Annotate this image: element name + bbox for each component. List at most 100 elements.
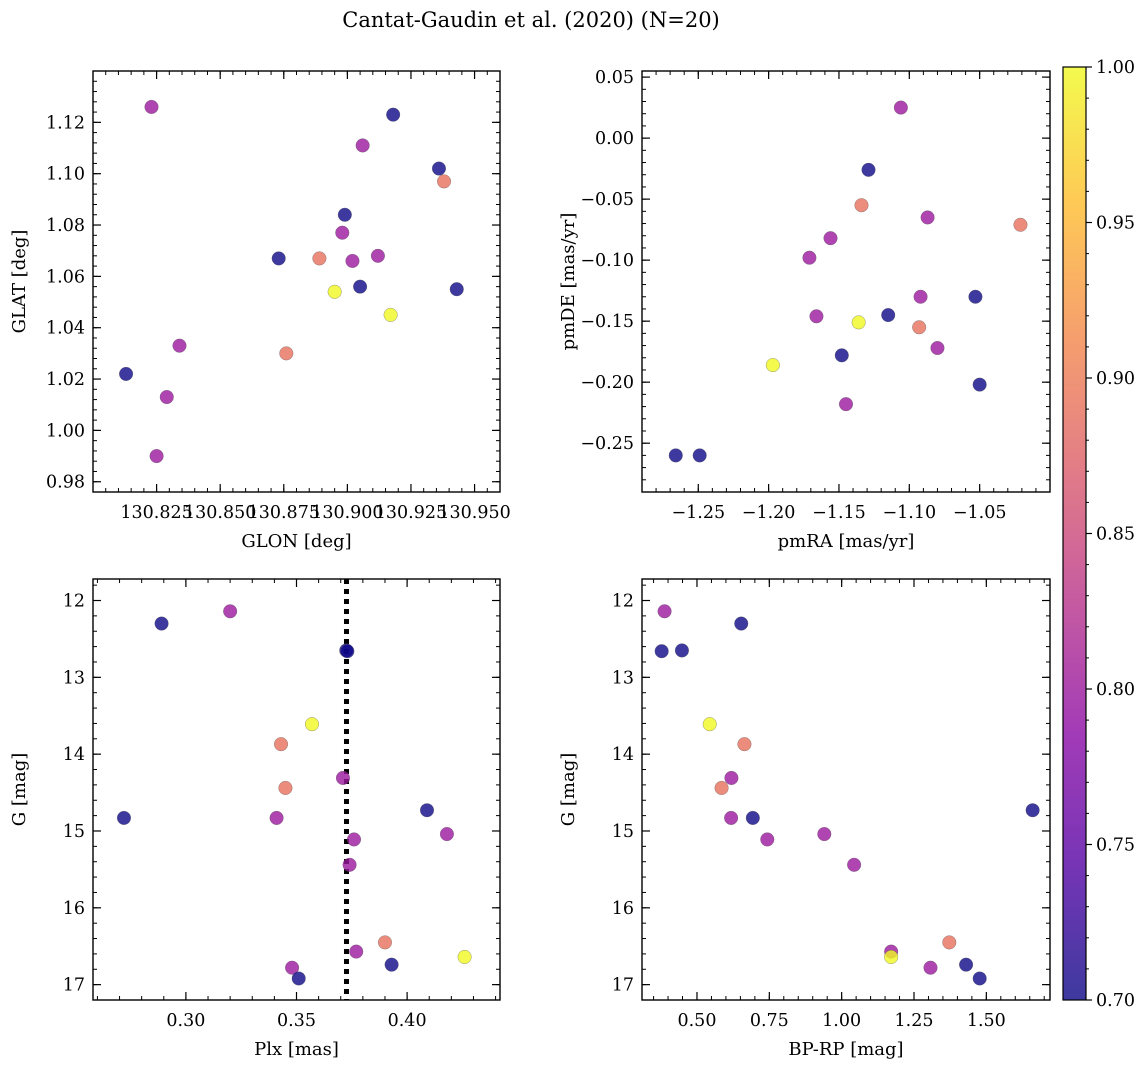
x-tick-label: 130.825 — [120, 503, 192, 523]
x-tick-label: 1.50 — [967, 1011, 1006, 1031]
y-tick-label: 1.04 — [46, 319, 85, 339]
y-axis-label: GLAT [deg] — [9, 230, 30, 334]
scatter-point — [223, 604, 238, 619]
y-tick-label: 0.98 — [46, 473, 85, 493]
scatter-point — [724, 770, 739, 786]
axes-frame — [641, 70, 1051, 493]
colorbar-tick-label: 0.80 — [1096, 680, 1135, 700]
y-tick-label: 1.08 — [46, 216, 85, 236]
scatter-point — [692, 448, 707, 463]
scatter-point — [884, 949, 899, 965]
colorbar-tick-label: 0.75 — [1096, 836, 1135, 856]
y-tick-label: 1.10 — [46, 165, 85, 185]
scatter-point — [172, 338, 187, 353]
y-tick-label: −0.05 — [580, 190, 634, 210]
x-tick-label: 0.50 — [677, 1011, 716, 1031]
x-tick-label: −1.15 — [812, 503, 866, 523]
y-tick-label: 1.12 — [46, 113, 85, 133]
scatter-point — [923, 960, 938, 975]
scatter-point — [959, 957, 974, 972]
scatter-point — [327, 284, 342, 299]
axes-frame — [92, 70, 501, 493]
y-tick-label: 12 — [612, 592, 634, 612]
y-tick-label: 14 — [612, 745, 634, 765]
colorbar-tick-label: 0.85 — [1096, 525, 1135, 545]
y-tick-label: −0.20 — [580, 373, 634, 393]
scatter-point — [345, 253, 360, 269]
scatter-point — [734, 616, 749, 631]
scatter-point — [1013, 217, 1028, 232]
y-tick-label: 16 — [612, 899, 634, 919]
x-axis-label: BP-RP [mag] — [788, 1039, 903, 1060]
y-tick-label: 17 — [63, 976, 85, 996]
y-tick-label: 0.00 — [595, 129, 634, 149]
scatter-point — [760, 832, 775, 847]
panel-2: −1.25 −1.20 −1.15 −1.10 −1.05 −0.25 −0.20 −0.15… — [558, 68, 1051, 552]
scatter-point — [968, 289, 983, 304]
scatter-point — [342, 857, 357, 872]
scatter-point — [149, 449, 164, 464]
x-tick-label: −1.25 — [671, 503, 725, 523]
scatter-point — [370, 248, 385, 263]
y-tick-label: 0.05 — [595, 68, 634, 88]
y-axis-label: G [mag] — [558, 753, 579, 826]
scatter-point — [419, 803, 435, 818]
scatter-point — [765, 358, 780, 373]
scatter-point — [1025, 803, 1040, 818]
x-tick-label: 130.950 — [438, 503, 510, 523]
scatter-point — [119, 366, 134, 381]
scatter-point — [702, 717, 717, 732]
x-tick-label: −1.05 — [953, 503, 1007, 523]
scatter-point — [355, 138, 370, 153]
scatter-point — [809, 309, 824, 324]
x-tick-label: 130.900 — [311, 503, 383, 523]
panels: 130.825130.850130.875130.900130.925130.9… — [9, 68, 1051, 1060]
scatter-point — [838, 397, 854, 412]
scatter-point — [449, 282, 464, 297]
scatter-point — [349, 944, 364, 959]
y-tick-label: 16 — [63, 899, 85, 919]
scatter-point — [972, 971, 987, 986]
scatter-point — [159, 389, 174, 405]
scatter-point — [340, 644, 355, 659]
x-tick-label: 0.75 — [750, 1011, 789, 1031]
scatter-point — [377, 935, 393, 950]
scatter-point — [116, 810, 132, 825]
scatter-point — [436, 174, 452, 189]
colorbar-tick-label: 0.95 — [1096, 214, 1135, 234]
scatter-point — [861, 162, 876, 177]
scatter-point — [802, 250, 817, 265]
scatter-point — [654, 644, 669, 659]
colorbar: 0.70 0.75 0.80 0.85 0.90 0.95 1.00 — [1062, 58, 1135, 1011]
scatter-point — [312, 251, 327, 266]
scatter-point — [291, 971, 306, 986]
scatter-point — [431, 161, 447, 176]
scatter-point — [337, 207, 352, 222]
x-tick-label: 1.25 — [895, 1011, 934, 1031]
y-tick-label: 15 — [63, 822, 85, 842]
x-axis-label: pmRA [mas/yr] — [778, 531, 915, 552]
scatter-point — [881, 308, 896, 323]
y-axis-label: G [mag] — [9, 753, 30, 826]
scatter-point — [847, 857, 862, 872]
panel-4: 0.50 0.75 1.00 1.25 1.50 12 13 14 15 16 17 BP-RP [m… — [558, 578, 1051, 1060]
y-tick-label: 15 — [612, 822, 634, 842]
scatter-point — [346, 832, 362, 847]
scatter-point — [439, 827, 454, 842]
scatter-point — [823, 231, 838, 246]
x-tick-label: −1.20 — [742, 503, 796, 523]
x-tick-label: 0.40 — [388, 1011, 427, 1031]
y-tick-label: 1.02 — [46, 370, 85, 390]
x-tick-label: −1.10 — [882, 503, 936, 523]
scatter-point — [972, 377, 987, 392]
scatter-point — [285, 960, 300, 975]
scatter-point — [383, 307, 398, 322]
panel-1: 130.825130.850130.875130.900130.925130.9… — [9, 70, 511, 552]
y-tick-label: −0.10 — [580, 251, 634, 271]
scatter-point — [657, 604, 672, 619]
scatter-point — [714, 780, 729, 796]
scatter-point — [668, 448, 683, 463]
y-tick-label: 12 — [63, 592, 85, 612]
x-tick-label: 1.00 — [822, 1011, 861, 1031]
x-tick-label: 0.35 — [277, 1011, 316, 1031]
